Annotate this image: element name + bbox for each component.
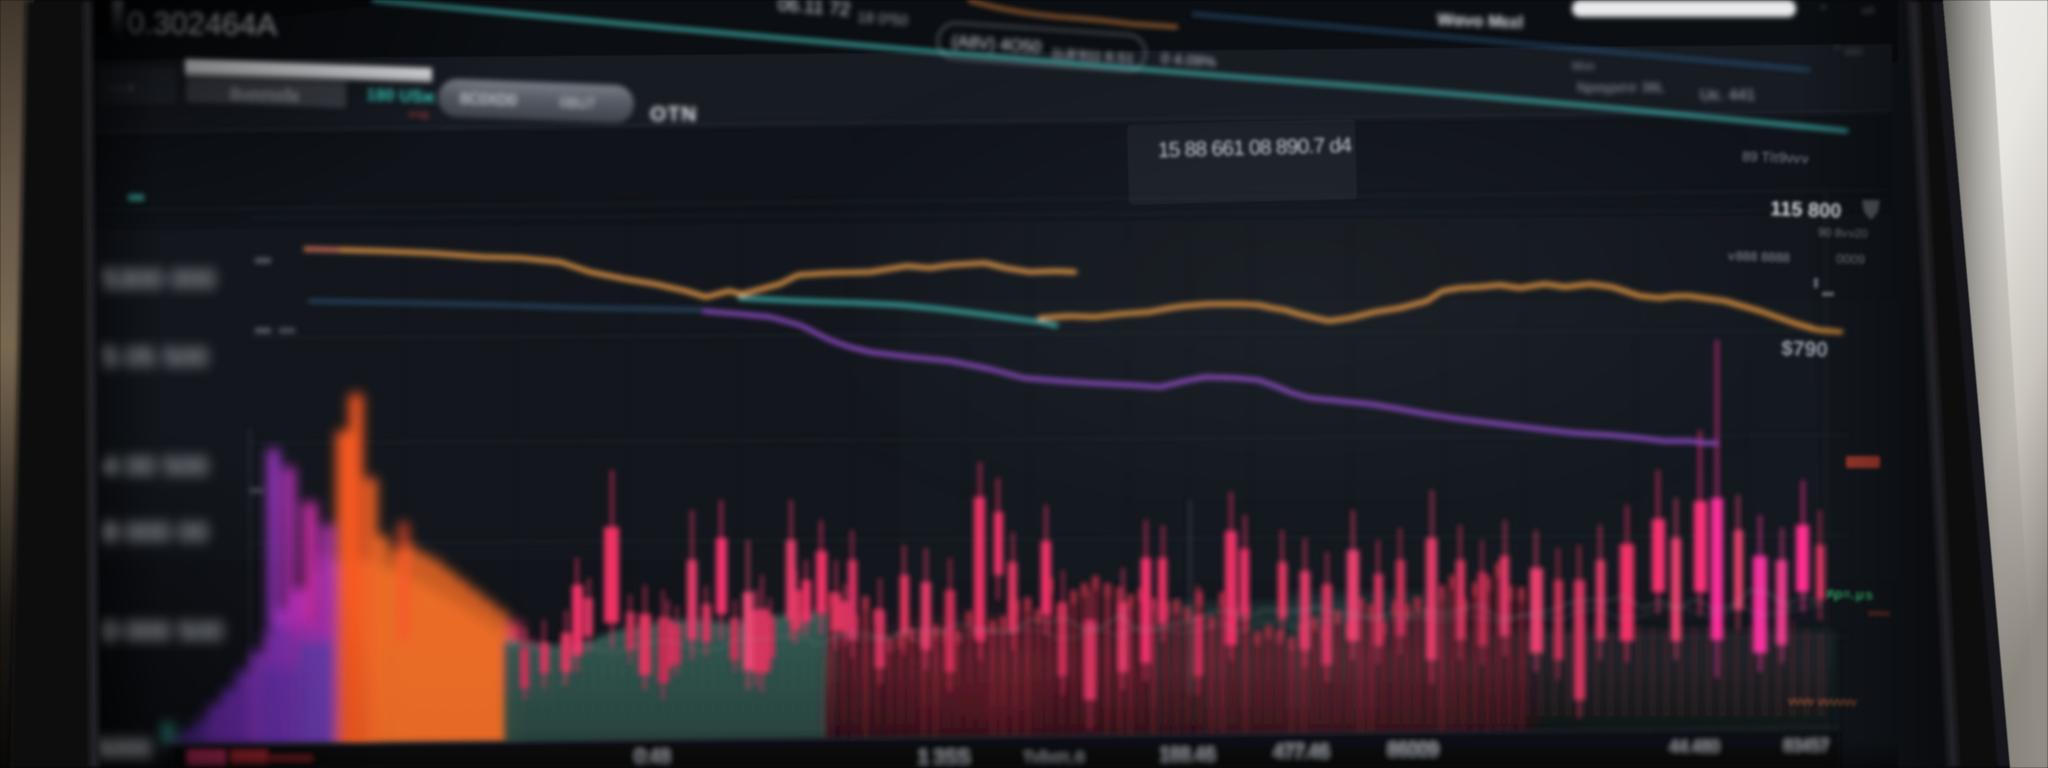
svg-text:5300 000: 5300 000 [103,264,216,294]
svg-text:5 05 500: 5 05 500 [103,342,208,372]
svg-text:06.11 72: 06.11 72 [777,0,851,20]
svg-text:Wανο Mεεl: Wανο Mεεl [1437,10,1524,32]
svg-text:89 Tίτ9νν ν: 89 Tίτ9νν ν [1742,148,1809,166]
svg-text:0BU7: 0BU7 [560,94,596,111]
svg-text:OTN: OTN [650,103,697,126]
svg-text:1LB’811 8.S1: 1LB’811 8.S1 [1051,45,1135,67]
svg-text:8 000 00: 8 000 00 [103,517,208,547]
svg-text:18 0²50: 18 0²50 [857,9,909,30]
svg-text:4 00 500: 4 00 500 [103,451,208,481]
svg-text:0 000 500: 0 000 500 [103,616,223,646]
svg-text:0 4.09%: 0 4.09% [1160,50,1216,71]
svg-text:Mνο: Mνο [1572,59,1595,73]
svg-text:5000: 5000 [96,735,152,763]
